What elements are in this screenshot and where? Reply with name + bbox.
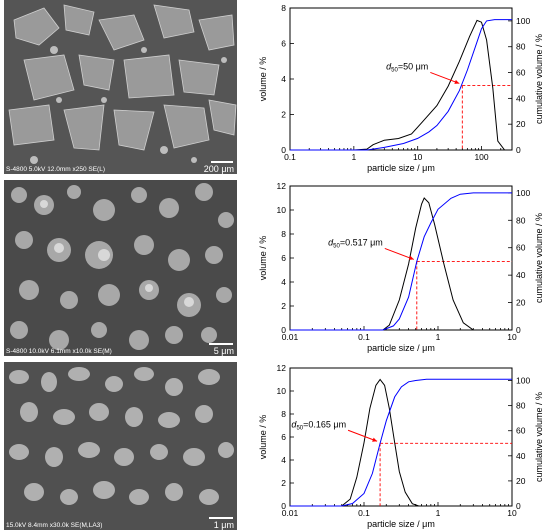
d50-arrowhead — [372, 437, 378, 442]
y2-tick-label: 100 — [516, 188, 530, 198]
y2-tick-label: 60 — [516, 243, 526, 253]
d50-arrow — [384, 247, 414, 260]
sem-micrograph-1 — [4, 0, 237, 174]
d50-annotation: d50=0.165 μm — [291, 419, 346, 431]
y2-tick-label: 20 — [516, 298, 526, 308]
y-tick-label: 2 — [281, 478, 286, 488]
x-tick-label: 10 — [413, 152, 423, 162]
y2-tick-label: 0 — [516, 501, 521, 511]
y2-tick-label: 60 — [516, 426, 526, 436]
x-tick-label: 1 — [436, 508, 441, 518]
sem-panel-2: S-4800 10.0kV 6.1mm x10.0k SE(M) 5 μm — [4, 180, 237, 356]
y-tick-label: 8 — [281, 409, 286, 419]
x-tick-label: 0.01 — [282, 332, 299, 342]
y-tick-label: 10 — [277, 205, 287, 215]
y-tick-label: 8 — [281, 3, 286, 13]
y-tick-label: 12 — [277, 181, 287, 191]
x-tick-label: 1 — [436, 332, 441, 342]
y2-tick-label: 0 — [516, 325, 521, 335]
x-axis-label: particle size / μm — [367, 163, 435, 173]
sem-panel-3: 15.0kV 8.4mm x30.0k SE(M,LA3) 1 μm — [4, 362, 237, 530]
x-tick-label: 10 — [507, 508, 517, 518]
sem-panel-1: S-4800 5.0kV 12.0mm x250 SE(L) 200 μm — [4, 0, 237, 174]
y2-axis-label: cumulative volume / % — [534, 34, 544, 124]
y2-tick-label: 40 — [516, 451, 526, 461]
x-tick-label: 1 — [351, 152, 356, 162]
x-tick-label: 0.1 — [358, 508, 370, 518]
y2-tick-label: 80 — [516, 42, 526, 52]
sem-caption-1: S-4800 5.0kV 12.0mm x250 SE(L) — [6, 166, 105, 173]
y-tick-label: 6 — [281, 432, 286, 442]
particle-size-chart-3: 0.01 0.1 1 10024681012020406080100particle … — [258, 363, 544, 529]
y2-tick-label: 100 — [516, 16, 530, 26]
y2-tick-label: 100 — [516, 376, 530, 386]
sem-scale-2: 5 μm — [213, 346, 234, 356]
y-tick-label: 6 — [281, 253, 286, 263]
cumulative-volume-line — [290, 378, 512, 507]
y2-tick-label: 40 — [516, 270, 526, 280]
y-tick-label: 4 — [281, 277, 286, 287]
scale-bar-1 — [211, 161, 233, 163]
cumulative-volume-line — [290, 19, 512, 151]
d50-arrowhead — [408, 255, 414, 260]
chart-panel-2: 0.01 0.1 1 10 0 2 4 6 8 10 12 0 20 40 60 80 100 particle … — [248, 178, 548, 354]
x-tick-label: 100 — [474, 152, 488, 162]
sem-scale-1: 200 μm — [203, 164, 234, 174]
y-tick-label: 6 — [281, 39, 286, 49]
y2-axis-label: cumulative volume / % — [534, 392, 544, 482]
x-tick-label: 0.01 — [282, 508, 299, 518]
y-tick-label: 4 — [281, 455, 286, 465]
particle-size-chart-2: 0.01 0.1 1 10024681012020406080100particle … — [258, 181, 544, 353]
y-tick-label: 4 — [281, 74, 286, 84]
sem-micrograph-2 — [4, 180, 237, 356]
y2-tick-label: 60 — [516, 68, 526, 78]
y-axis-label: volume / % — [258, 415, 268, 460]
y2-tick-label: 0 — [516, 145, 521, 155]
d50-annotation: d50=50 μm — [386, 61, 428, 73]
volume-distribution-line — [290, 197, 512, 331]
y2-axis-label: cumulative volume / % — [534, 213, 544, 303]
y2-tick-label: 40 — [516, 93, 526, 103]
x-tick-label: 0.1 — [358, 332, 370, 342]
d50-arrow — [347, 429, 378, 442]
y2-tick-label: 20 — [516, 119, 526, 129]
y-tick-label: 8 — [281, 229, 286, 239]
x-tick-label: 10 — [507, 332, 517, 342]
sem-caption-3: 15.0kV 8.4mm x30.0k SE(M,LA3) — [6, 522, 103, 529]
chart-panel-3: 0.01 0.1 1 10 0 2 4 6 8 10 12 0 20 40 60 80 100 particle … — [248, 360, 548, 530]
scale-bar-2 — [209, 343, 233, 345]
y-tick-label: 0 — [281, 145, 286, 155]
volume-distribution-line — [290, 19, 512, 151]
d50-arrow — [430, 71, 460, 84]
x-tick-label: 0.1 — [284, 152, 296, 162]
y-tick-label: 12 — [277, 363, 287, 373]
y-axis-label: volume / % — [258, 236, 268, 281]
sem-micrograph-3 — [4, 362, 237, 530]
plot-frame — [289, 367, 513, 507]
y-tick-label: 2 — [281, 301, 286, 311]
plot-frame — [289, 185, 513, 331]
y2-tick-label: 80 — [516, 215, 526, 225]
y-tick-label: 2 — [281, 110, 286, 120]
cumulative-volume-line — [290, 192, 512, 331]
y-tick-label: 10 — [277, 386, 287, 396]
y-tick-label: 0 — [281, 325, 286, 335]
x-axis-label: particle size / μm — [367, 519, 435, 529]
d50-annotation: d50=0.517 μm — [328, 237, 383, 249]
scale-bar-3 — [209, 517, 233, 519]
y-axis-label: volume / % — [258, 57, 268, 102]
chart-panel-1: 0.1 1 10 100 0 2 4 6 8 0 20 40 60 80 100 particle size … — [248, 0, 548, 174]
plot-frame — [289, 7, 513, 151]
y2-tick-label: 20 — [516, 476, 526, 486]
x-axis-label: particle size / μm — [367, 343, 435, 353]
sem-caption-2: S-4800 10.0kV 6.1mm x10.0k SE(M) — [6, 348, 112, 355]
sem-scale-3: 1 μm — [213, 520, 234, 530]
volume-distribution-line — [290, 378, 512, 507]
d50-arrowhead — [454, 79, 460, 84]
y2-tick-label: 80 — [516, 401, 526, 411]
y-tick-label: 0 — [281, 501, 286, 511]
